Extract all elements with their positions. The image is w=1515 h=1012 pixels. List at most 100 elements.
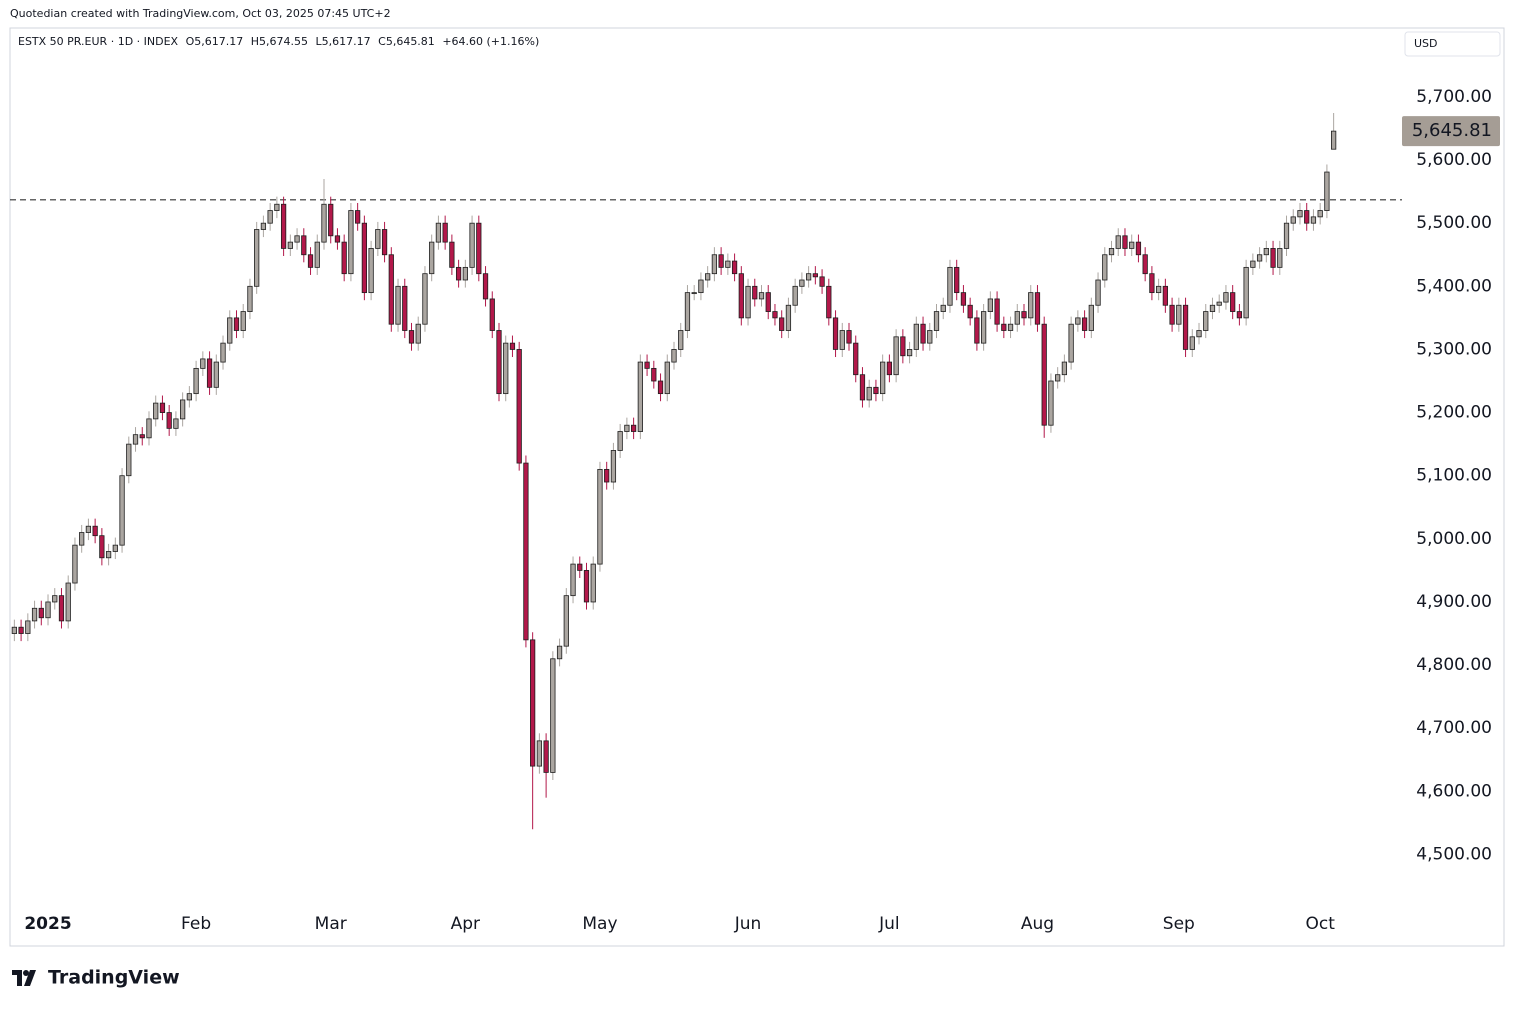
candle-body [1102,254,1108,281]
candle-body [738,273,744,319]
candle-body [577,563,583,571]
candle-body [1169,304,1175,325]
candle-body [1034,292,1041,325]
candle-body [927,330,933,344]
candle-body [1075,317,1081,325]
candle-body [630,424,637,432]
candle-body [1129,241,1135,249]
candle-body [79,532,85,546]
ohlc-high: H5,674.55 [251,35,308,48]
candle-body [1122,235,1128,249]
candle-body [287,241,293,249]
candle-body [644,361,650,369]
candle-body [1304,210,1310,224]
candle-body [664,361,670,395]
y-tick-label: 5,000.00 [1416,529,1492,549]
candle-body [805,273,812,281]
ohlc-open: O5,617.17 [186,35,244,48]
candle-body [1310,216,1317,224]
candle-body [1108,248,1115,256]
candle-body [146,418,152,439]
ohlc-change: +64.60 (+1.16%) [442,35,539,48]
candle-body [752,285,758,300]
candle-body [981,311,987,344]
candle-body [1068,323,1074,363]
candle-body [987,298,993,312]
currency-box[interactable] [1404,31,1501,57]
logo-text: TradingView [48,967,180,989]
candle-body [193,367,199,395]
candle-body [812,273,818,278]
candle-body [678,330,684,350]
candle-body [785,304,792,331]
logo-dot [23,970,29,976]
candle-body [1007,323,1014,331]
candle-body [590,563,596,603]
candle-body [1095,279,1101,306]
candle-body [368,248,374,294]
candle-body [85,525,92,533]
candle-body [799,279,805,287]
candle-body [267,210,273,224]
x-tick-label: Jun [734,914,762,934]
candle-body [1317,210,1323,218]
candle-body [200,358,206,369]
last-price-box [1402,116,1500,147]
y-tick-label: 4,800.00 [1416,655,1492,675]
x-tick-label: 2025 [24,914,71,934]
candle-body [610,450,617,483]
x-tick-label: Jul [878,914,900,934]
candle-body [11,626,17,634]
candle-body [570,563,576,597]
candle-body [711,254,718,275]
candle-body [489,298,495,331]
candle-body [227,317,233,344]
y-tick-label: 5,300.00 [1416,339,1492,359]
candle-body [455,266,462,281]
x-tick-label: May [582,914,617,934]
candle-body [826,285,832,319]
x-tick-label: Sep [1163,914,1195,934]
candle-body [994,298,1000,325]
candle-body [52,595,58,603]
candle-body [220,342,226,363]
candle-body [166,412,172,429]
candle-body [186,393,192,401]
candle-body [1028,292,1034,319]
candle-body [819,276,825,287]
candle-body [1088,304,1094,331]
candle-body [1203,311,1209,331]
candle-body [233,317,240,331]
logo: TradingView [12,967,180,989]
candle-body [604,468,610,483]
candle-body [1270,248,1276,268]
candle-body [388,254,394,325]
candle-body [496,330,502,395]
candle-body [1290,216,1296,224]
candle-body [1331,130,1337,150]
candle-body [651,367,657,382]
candle-body [1182,304,1189,350]
candle-body [839,330,845,350]
candle-body [408,330,415,344]
candle-body [31,607,38,622]
candle-body [139,434,145,439]
candle-body [940,304,946,312]
last-price-label: 5,645.81 [1412,120,1492,141]
candle-body [1277,248,1283,268]
candle-body [1014,311,1020,325]
candle-body [933,311,940,331]
candle-body [1142,254,1148,275]
candle-body [859,374,866,401]
candle-body [435,222,442,243]
chart-frame [9,27,1505,947]
candle-body [280,203,287,249]
candle-body [657,380,664,395]
candle-body [1156,285,1162,294]
candle-body [65,582,71,622]
candle-body [745,285,751,319]
symbol: ESTX 50 PR.EUR · 1D · INDEX [18,35,179,48]
candle-body [536,740,543,767]
candle-body [1236,311,1243,319]
y-tick-label: 5,500.00 [1416,213,1492,233]
